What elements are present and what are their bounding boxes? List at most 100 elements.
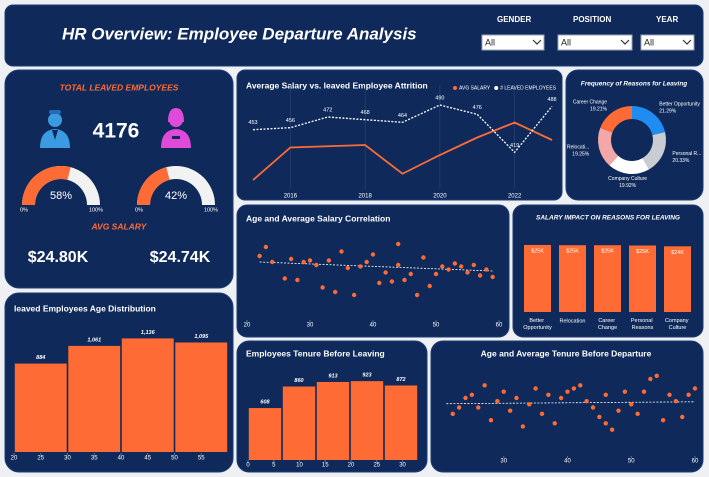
filter-label: POSITION [573,15,611,24]
dropdown-chevron[interactable] [682,39,692,45]
x-tick-label: 45 [144,456,151,462]
kpi-total: 4176 [93,120,140,143]
dropdown-value[interactable]: All [561,37,571,47]
scatter-point [558,395,564,401]
scatter-point [446,267,451,272]
data-label: 608 [260,399,270,405]
data-label: 1,061 [87,337,101,343]
dropdown-value[interactable]: All [485,37,495,47]
x-tick-label: 10 [296,463,303,469]
scatter-point [396,241,401,247]
x-tick-label: 50 [433,323,440,329]
scatter-point [533,386,538,391]
x-tick-label: 20 [11,456,18,462]
filter-label: YEAR [656,15,678,24]
scatter-point [539,411,545,417]
pie-value-label: 19.21% [590,107,608,113]
scatter-point [326,258,332,263]
scatter-point [320,285,325,290]
scatter-point [263,244,269,250]
scatter-point [450,411,455,417]
scatter-point [270,259,275,265]
scatter-point [571,386,577,391]
data-label: 468 [361,110,370,116]
filter-dropdown[interactable]: All [640,34,695,51]
data-label: 860 [294,378,303,384]
data-label: 476 [473,105,482,111]
dropdown-box[interactable] [640,34,695,51]
pie-slice [597,127,619,166]
scatter-point [452,261,458,266]
scatter-point [471,262,476,268]
female-icon [161,108,191,148]
x-tick-label: 25 [37,456,44,462]
scatter-point [389,279,395,284]
histogram-bar [175,342,228,452]
filter-dropdown[interactable]: All [481,34,545,51]
scatter-point [301,259,306,265]
x-tick-label: 20 [348,463,355,469]
scatter-point [603,392,608,398]
x-tick-label: Better Opportunity [523,318,552,331]
scatter-point [527,402,532,407]
scatter-point [288,256,294,262]
pie-value-label: 20.33% [672,158,690,164]
scatter-point [507,408,513,413]
dropdown-chevron[interactable] [620,39,630,45]
scatter-point [414,292,420,298]
histogram-bar [282,386,316,460]
histogram-bar [350,381,384,460]
x-tick-label: 40 [370,323,377,329]
pie-value-label: 21.29% [659,108,677,114]
x-tick-label: Personal Reasons [631,318,654,331]
filter-dropdown[interactable]: All [557,34,633,51]
scatter-point [421,255,426,260]
scatter-point [603,421,608,426]
dropdown-box[interactable] [481,34,545,51]
histogram-bar [384,385,418,460]
scatter-point [597,414,602,420]
scatter-point [345,265,350,271]
dropdown-box[interactable] [557,34,633,51]
x-tick-label: 30 [64,456,71,462]
scatter-point [622,389,628,394]
legend-swatch [453,86,458,90]
histogram-bar [248,408,282,460]
scatter-point [584,398,589,404]
histogram-bar [316,381,350,460]
kpi-title: TOTAL LEAVED EMPLOYEES [60,82,179,92]
bar [524,244,551,312]
scatter-point [590,405,596,410]
dropdown-chevron[interactable] [532,39,542,45]
scatter-point [427,283,432,289]
data-label: 488 [547,97,556,103]
chart-title: Age and Average Salary Correlation [246,213,390,223]
data-label: 456 [286,118,295,124]
bar [629,245,656,312]
gauge-min: 0% [135,207,143,213]
data-label: 464 [398,113,407,119]
gauge-value [137,167,170,205]
histogram-bar [121,338,174,452]
scatter-point [641,389,647,394]
scatter-point [358,264,363,269]
scatter-point [616,408,621,413]
scatter-point [333,289,338,295]
x-tick-label: Career Change [598,318,617,331]
scatter-point [465,270,470,275]
x-tick-label: 55 [198,456,205,462]
gauge-label: 42% [165,190,187,202]
scatter-point [609,427,615,432]
scatter-point [654,373,659,379]
scatter-point [520,424,526,429]
dropdown-value[interactable]: All [644,37,654,47]
pie-slice [600,106,632,133]
avg-salary: $24.74K [150,249,211,266]
x-tick-label: 20 [244,323,251,329]
scatter-point [667,392,672,398]
scatter-point [578,383,583,388]
scatter-point [364,259,369,265]
scatter-point [552,421,557,426]
gauge-max: 100% [204,207,218,213]
